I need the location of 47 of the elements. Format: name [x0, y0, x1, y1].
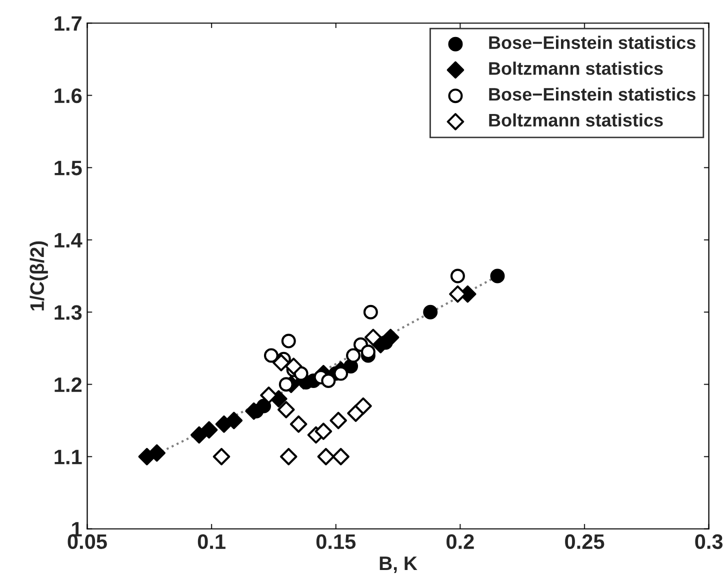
- x-axis-title: B, K: [380, 556, 418, 574]
- point: [382, 328, 400, 346]
- y-tick-label: 1.7: [54, 16, 82, 31]
- x-tick-label: 0.2: [446, 534, 474, 550]
- point: [321, 374, 336, 388]
- point: [284, 358, 302, 375]
- point: [332, 448, 350, 466]
- point: [334, 366, 348, 381]
- y-tick-label: 1.5: [54, 160, 82, 176]
- point: [200, 421, 218, 439]
- point: [346, 348, 361, 363]
- y-tick-label: 1.3: [54, 305, 82, 320]
- point: [264, 348, 278, 363]
- x-tick-label: 0.25: [565, 534, 604, 550]
- point: [278, 377, 294, 392]
- y-tick-label: 1.6: [54, 88, 82, 104]
- point: [277, 401, 295, 418]
- legend-label: Boltzmann statistics: [489, 62, 663, 75]
- x-tick-label: 0.1: [198, 534, 226, 550]
- x-tick-label: 0.3: [695, 534, 723, 550]
- legend-label: Bose−Einstein statistics: [489, 36, 696, 50]
- point: [260, 386, 278, 404]
- point: [363, 304, 378, 320]
- point: [317, 448, 335, 466]
- point: [354, 397, 372, 415]
- x-tick-label: 0.15: [316, 534, 356, 550]
- point: [225, 412, 243, 430]
- point: [364, 328, 382, 346]
- point: [190, 426, 208, 444]
- y-tick-label: 1.1: [54, 450, 82, 464]
- legend-label: Bose−Einstein statistics: [489, 87, 696, 101]
- point: [490, 268, 505, 284]
- point: [314, 422, 332, 440]
- point: [212, 448, 230, 466]
- point: [290, 415, 308, 433]
- point: [281, 334, 296, 348]
- x-tick-label: 0.05: [68, 534, 107, 550]
- point: [280, 448, 298, 466]
- point: [450, 268, 465, 284]
- y-tick-label: 1.2: [54, 377, 82, 392]
- point: [423, 304, 438, 320]
- y-tick-label: 1.4: [54, 233, 82, 248]
- point: [148, 444, 166, 462]
- y-axis-title: 1/C(β/2): [30, 241, 48, 310]
- point: [330, 412, 348, 430]
- point: [272, 354, 290, 372]
- legend-label: Boltzmann statistics: [489, 113, 663, 127]
